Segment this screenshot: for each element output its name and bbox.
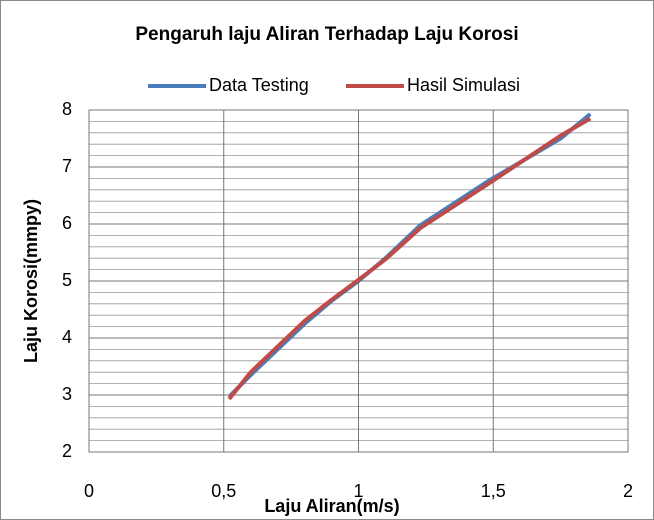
y-tick-label: 3 [62, 384, 72, 404]
y-axis-label: Laju Korosi(mmpy) [21, 199, 41, 363]
y-tick-label: 5 [62, 270, 72, 290]
legend-label: Data Testing [209, 75, 309, 95]
y-tick-label: 2 [62, 441, 72, 461]
x-tick-label: 0 [84, 481, 94, 501]
x-tick-label: 0,5 [211, 481, 236, 501]
chart-title: Pengaruh laju Aliran Terhadap Laju Koros… [135, 24, 519, 45]
y-tick-label: 7 [62, 156, 72, 176]
y-tick-label: 8 [62, 99, 72, 119]
x-tick-label: 2 [623, 481, 633, 501]
x-tick-label: 1,5 [481, 481, 506, 501]
legend-label: Hasil Simulasi [407, 75, 520, 95]
y-tick-label: 4 [62, 327, 72, 347]
y-tick-label: 6 [62, 213, 72, 233]
plot-border [88, 109, 629, 453]
x-tick-label: 1 [353, 481, 363, 501]
x-axis-label: Laju Aliran(m/s) [264, 496, 399, 516]
series-line [227, 116, 592, 401]
